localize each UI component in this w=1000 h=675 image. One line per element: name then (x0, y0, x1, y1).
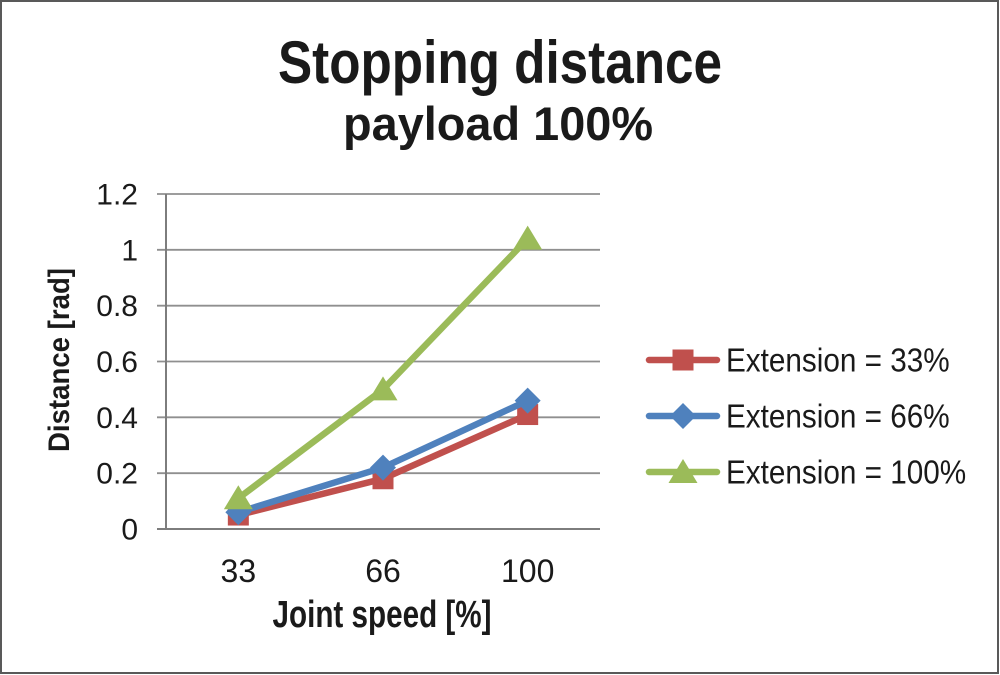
chart-title: Stopping distance (278, 29, 722, 96)
legend-label: Extension = 33% (726, 342, 950, 379)
y-tick-label: 1.2 (96, 179, 138, 212)
triangle-marker (513, 225, 543, 250)
legend-label: Extension = 100% (726, 454, 966, 491)
y-axis-title: Distance [rad] (43, 268, 76, 452)
y-tick-label: 0.2 (96, 458, 138, 491)
triangle-marker (668, 459, 698, 483)
legend-item: Extension = 33% (645, 342, 950, 379)
y-axis-tick-labels: 0 0.2 0.4 0.6 0.8 1 1.2 (96, 179, 138, 547)
chart-subtitle: payload 100% (343, 97, 653, 150)
series-diamond (225, 387, 541, 526)
legend: Extension = 33% Extension = 66% Extension … (645, 342, 966, 491)
legend-label: Extension = 66% (726, 398, 950, 435)
x-tick-label: 100 (501, 553, 554, 589)
x-tick-label: 33 (221, 553, 257, 589)
triangle-marker (223, 485, 253, 510)
y-tick-label: 0.6 (96, 346, 138, 379)
x-tick-label: 66 (365, 553, 401, 589)
y-tick-label: 0.8 (96, 290, 138, 323)
legend-item: Extension = 100% (645, 454, 966, 491)
series-triangle (223, 225, 543, 510)
legend-item: Extension = 66% (645, 398, 950, 435)
diamond-marker (670, 403, 696, 429)
y-tick-label: 0.4 (96, 402, 138, 435)
triangle-marker (368, 376, 398, 401)
y-tick-label: 0 (121, 514, 138, 547)
axes (157, 194, 600, 530)
diamond-marker (514, 387, 541, 414)
square-marker (672, 349, 694, 371)
x-axis-title: Joint speed [%] (273, 594, 492, 636)
diamond-marker (370, 454, 396, 481)
y-tick-label: 1 (121, 234, 138, 267)
square-marker (517, 404, 539, 426)
x-axis-tick-labels: 33 66 100 (221, 553, 555, 589)
data-series (223, 225, 543, 526)
